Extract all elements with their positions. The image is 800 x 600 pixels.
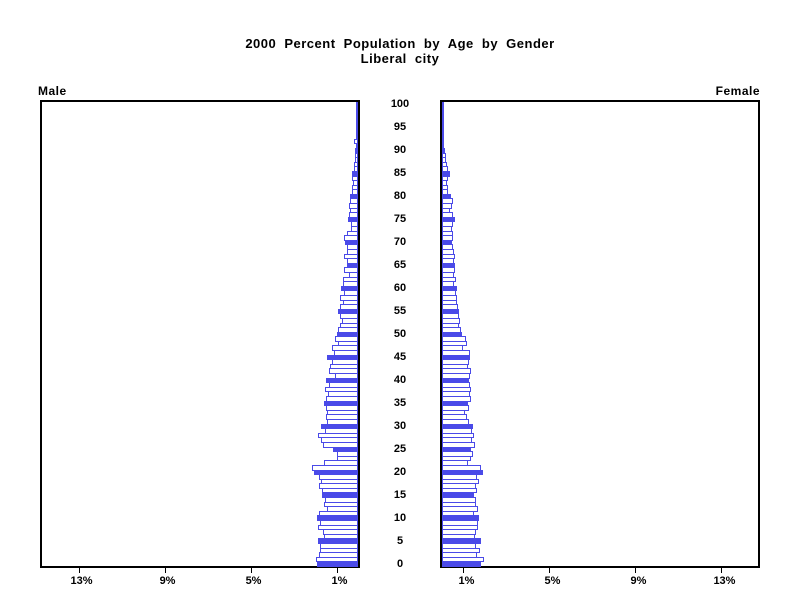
x-tick-female-13 — [721, 568, 723, 573]
x-tick-male-9 — [164, 568, 166, 573]
age-tick-label-55: 55 — [393, 305, 407, 318]
x-tick-label-male-5: 5% — [245, 575, 262, 587]
male-axis-label: Male — [38, 84, 67, 98]
age-tick-label-100: 100 — [390, 98, 410, 111]
x-tick-label-female-5: 5% — [544, 575, 561, 587]
age-tick-label-40: 40 — [393, 373, 407, 386]
x-tick-female-1 — [463, 568, 465, 573]
age-tick-label-50: 50 — [393, 328, 407, 340]
age-tick-label-45: 45 — [393, 350, 407, 363]
age-tick-label-80: 80 — [393, 190, 407, 203]
age-tick-label-95: 95 — [393, 121, 407, 134]
male-panel — [40, 100, 360, 568]
age-tick-label-10: 10 — [393, 511, 407, 524]
x-tick-female-9 — [635, 568, 637, 573]
x-tick-female-5 — [549, 568, 551, 573]
bar-female-age-100 — [442, 102, 444, 108]
x-tick-male-1 — [336, 568, 338, 573]
x-tick-label-male-9: 9% — [159, 575, 176, 587]
age-tick-label-0: 0 — [396, 557, 404, 570]
x-tick-label-male-1: 1% — [331, 575, 348, 587]
age-tick-label-30: 30 — [393, 419, 407, 432]
x-tick-label-female-1: 1% — [458, 575, 475, 587]
female-panel — [440, 100, 760, 568]
x-tick-label-male-13: 13% — [70, 575, 93, 587]
age-tick-label-5: 5 — [396, 534, 404, 547]
chart-title: 2000 Percent Population by Age by Gender… — [0, 36, 800, 66]
age-tick-label-60: 60 — [393, 282, 407, 295]
age-tick-label-70: 70 — [393, 236, 407, 249]
age-tick-label-65: 65 — [393, 259, 407, 272]
chart-title-line1: 2000 Percent Population by Age by Gender — [245, 36, 555, 51]
age-tick-label-35: 35 — [393, 396, 407, 409]
x-tick-label-female-13: 13% — [713, 575, 736, 587]
bar-male-age-100 — [356, 102, 358, 108]
age-tick-label-15: 15 — [393, 488, 407, 501]
age-tick-label-25: 25 — [393, 442, 407, 455]
x-tick-label-female-9: 9% — [630, 575, 647, 587]
age-axis-labels: 0 5 10 15 20 25 30 35 40 45 50 55 60 65 70 75 80 85 90 95 10… — [360, 98, 440, 570]
age-tick-label-75: 75 — [393, 213, 407, 226]
age-tick-label-85: 85 — [393, 167, 407, 180]
x-tick-male-13 — [78, 568, 80, 573]
x-tick-male-5 — [250, 568, 252, 573]
chart-title-line2: Liberal city — [360, 51, 440, 66]
age-tick-label-90: 90 — [393, 144, 407, 157]
age-tick-label-20: 20 — [393, 465, 407, 478]
female-axis-label: Female — [715, 84, 760, 98]
